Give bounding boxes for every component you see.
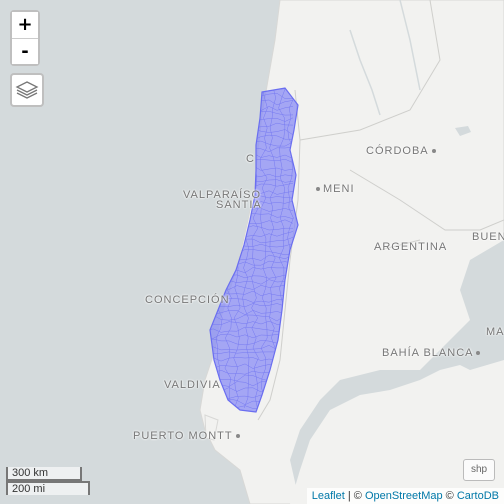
place-label: BUENO [472,231,504,243]
attribution-sep2: © [442,490,457,502]
lake [455,126,471,136]
commune-line [260,88,268,409]
zoom-in-button[interactable]: + [12,12,38,38]
attribution: Leaflet | © OpenStreetMap © CartoDB [306,488,504,504]
zoom-control: + - [10,10,40,66]
border-lines [257,0,504,421]
place-label: SANTIA [216,199,262,211]
place-label: C [246,153,255,165]
zoom-out-button[interactable]: - [12,38,38,64]
carto-link[interactable]: CartoDB [456,490,499,502]
place-label: VALDIVIA [164,379,221,391]
place-label: ARGENTINA [374,241,448,253]
commune-line [210,326,294,334]
river [349,0,421,116]
place-label: VALPARAÍSO [183,189,262,201]
place-label: PUERTO MONTT [133,430,240,442]
place-label: CONCEPCIÓN [145,294,230,306]
commune-line [210,333,294,340]
attribution-sep: | © [344,490,365,502]
layers-control[interactable] [10,73,44,107]
commune-line [210,320,293,326]
place-label: CÓRDOBA [366,145,436,157]
place-label: BAHÍA BLANCA [382,347,480,359]
place-label: MENI [316,183,355,195]
shp-button[interactable]: shp [463,459,495,481]
southern-land [290,360,504,504]
scale-bar: 300 km 200 mi [6,467,90,495]
leaflet-link[interactable]: Leaflet [311,490,345,502]
commune-line [210,338,294,346]
scale-metric: 300 km [6,467,82,481]
osm-link[interactable]: OpenStreetMap [364,490,443,502]
place-label: MA [486,326,504,338]
layers-icon [15,81,39,99]
scale-imperial: 200 mi [6,481,90,495]
